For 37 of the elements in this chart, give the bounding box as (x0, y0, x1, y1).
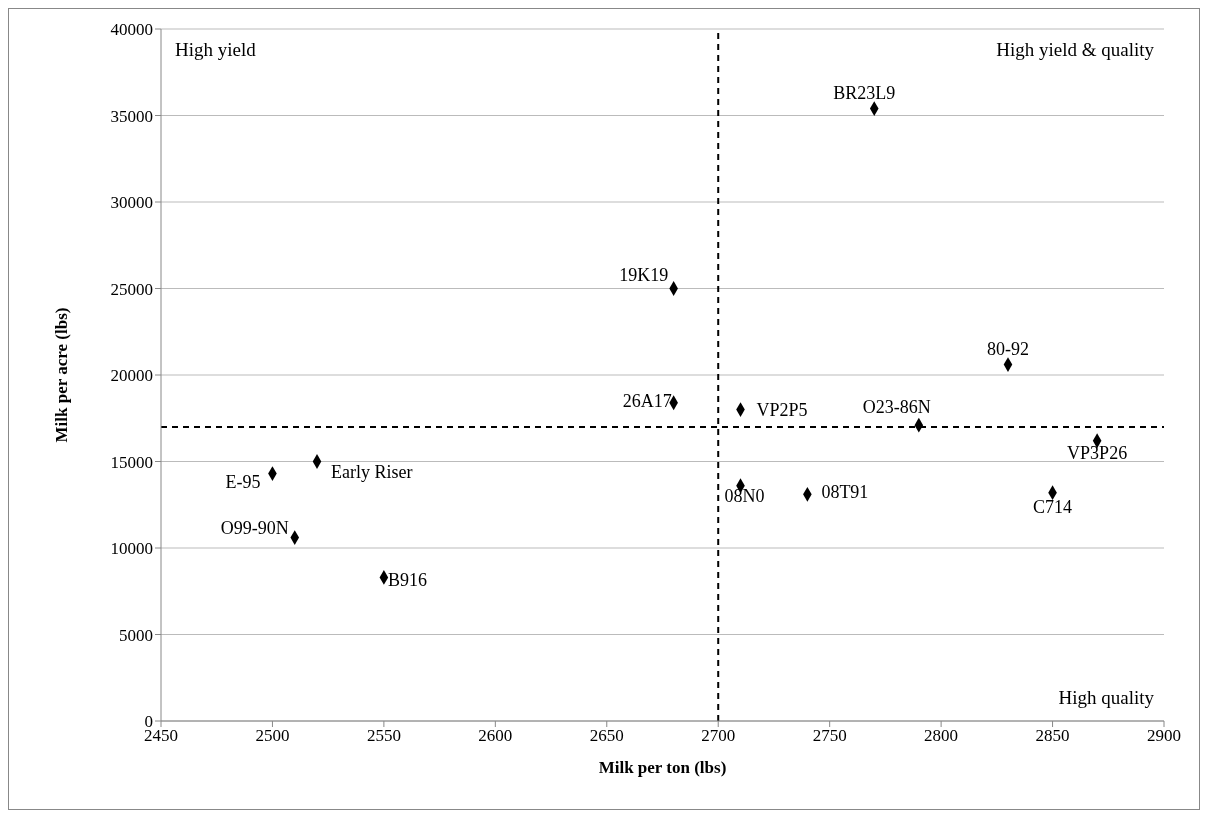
x-tick-label: 2900 (1147, 726, 1181, 746)
y-tick-label: 35000 (110, 106, 153, 126)
x-tick-label: 2500 (255, 726, 290, 746)
x-tick-label: 2550 (366, 726, 401, 746)
annotation: VP3P26 (1067, 442, 1128, 463)
annotation: VP2P5 (756, 399, 808, 420)
annotation: C714 (1033, 496, 1073, 517)
annotation: 08N0 (724, 485, 765, 506)
x-tick-label: 2700 (701, 726, 736, 746)
annotation: Early Riser (331, 461, 413, 482)
y-tick-label: 20000 (110, 366, 153, 386)
annotation: O99-90N (220, 517, 289, 538)
y-tick-label: 15000 (110, 452, 153, 472)
annotation: 19K19 (619, 264, 669, 285)
x-axis-title: Milk per ton (lbs) (598, 758, 727, 777)
y-tick-label: 25000 (110, 279, 153, 299)
x-tick-label: 2850 (1035, 726, 1070, 746)
annotation: High quality (1056, 687, 1156, 709)
x-tick-label: 2650 (589, 726, 624, 746)
annotation: B916 (387, 569, 427, 590)
annotation: E-95 (225, 471, 261, 492)
x-tick-label: 2800 (924, 726, 959, 746)
y-tick-label: 5000 (119, 625, 153, 645)
x-tick-label: 2600 (478, 726, 513, 746)
annotation: 80-92 (986, 338, 1029, 359)
annotation: High yield (173, 39, 258, 61)
y-tick-label: 10000 (110, 539, 153, 559)
annotation: High yield & quality (994, 39, 1156, 61)
y-tick-label: 40000 (110, 20, 153, 40)
annotation: 26A17 (622, 390, 672, 411)
y-tick-label: 30000 (110, 193, 153, 213)
annotation: O23-86N (862, 397, 931, 418)
annotation: 08T91 (821, 482, 869, 503)
annotation: BR23L9 (833, 82, 896, 103)
x-tick-label: 2450 (144, 726, 178, 746)
y-axis-title: Milk per acre (lbs) (52, 307, 72, 443)
x-tick-label: 2750 (812, 726, 847, 746)
